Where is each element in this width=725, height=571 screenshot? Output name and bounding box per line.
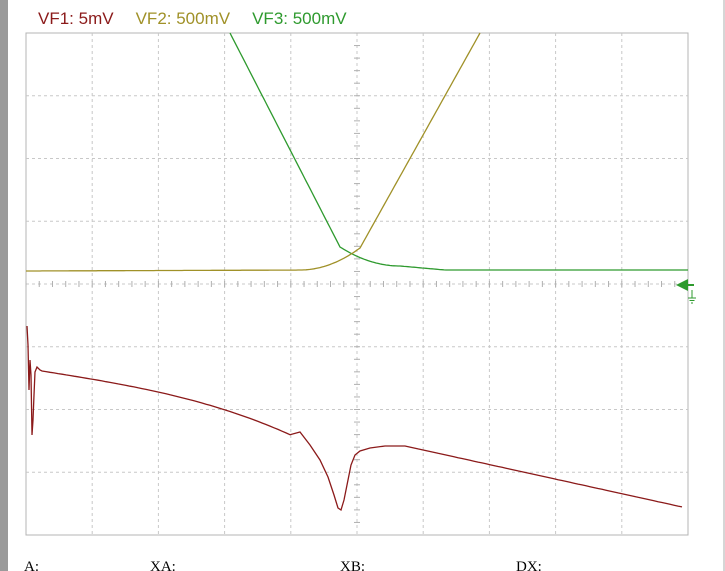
ground-arrow-icon[interactable] — [676, 279, 696, 304]
trace-vf3 — [229, 32, 688, 271]
center-axis-ticks — [25, 32, 676, 523]
trace-vf1 — [26, 325, 683, 512]
readout-dx: DX: — [516, 559, 542, 571]
graticule-grid — [25, 32, 689, 536]
right-window-border — [723, 0, 725, 571]
left-window-border — [0, 0, 8, 571]
trace-vf2 — [26, 32, 481, 272]
channel-label-vf3[interactable]: VF3: 500mV — [252, 9, 347, 28]
channel-label-vf2[interactable]: VF2: 500mV — [135, 9, 231, 28]
cursor-readouts: A: XA: XB: DX: — [0, 555, 725, 571]
traces — [26, 32, 688, 512]
readout-a: A: — [24, 559, 39, 571]
readout-xa: XA: — [150, 559, 176, 571]
channel-label-vf1[interactable]: VF1: 5mV — [38, 9, 114, 28]
channel-legend: VF1: 5mV VF2: 500mV VF3: 500mV — [38, 7, 347, 31]
readout-xb: XB: — [340, 559, 366, 571]
